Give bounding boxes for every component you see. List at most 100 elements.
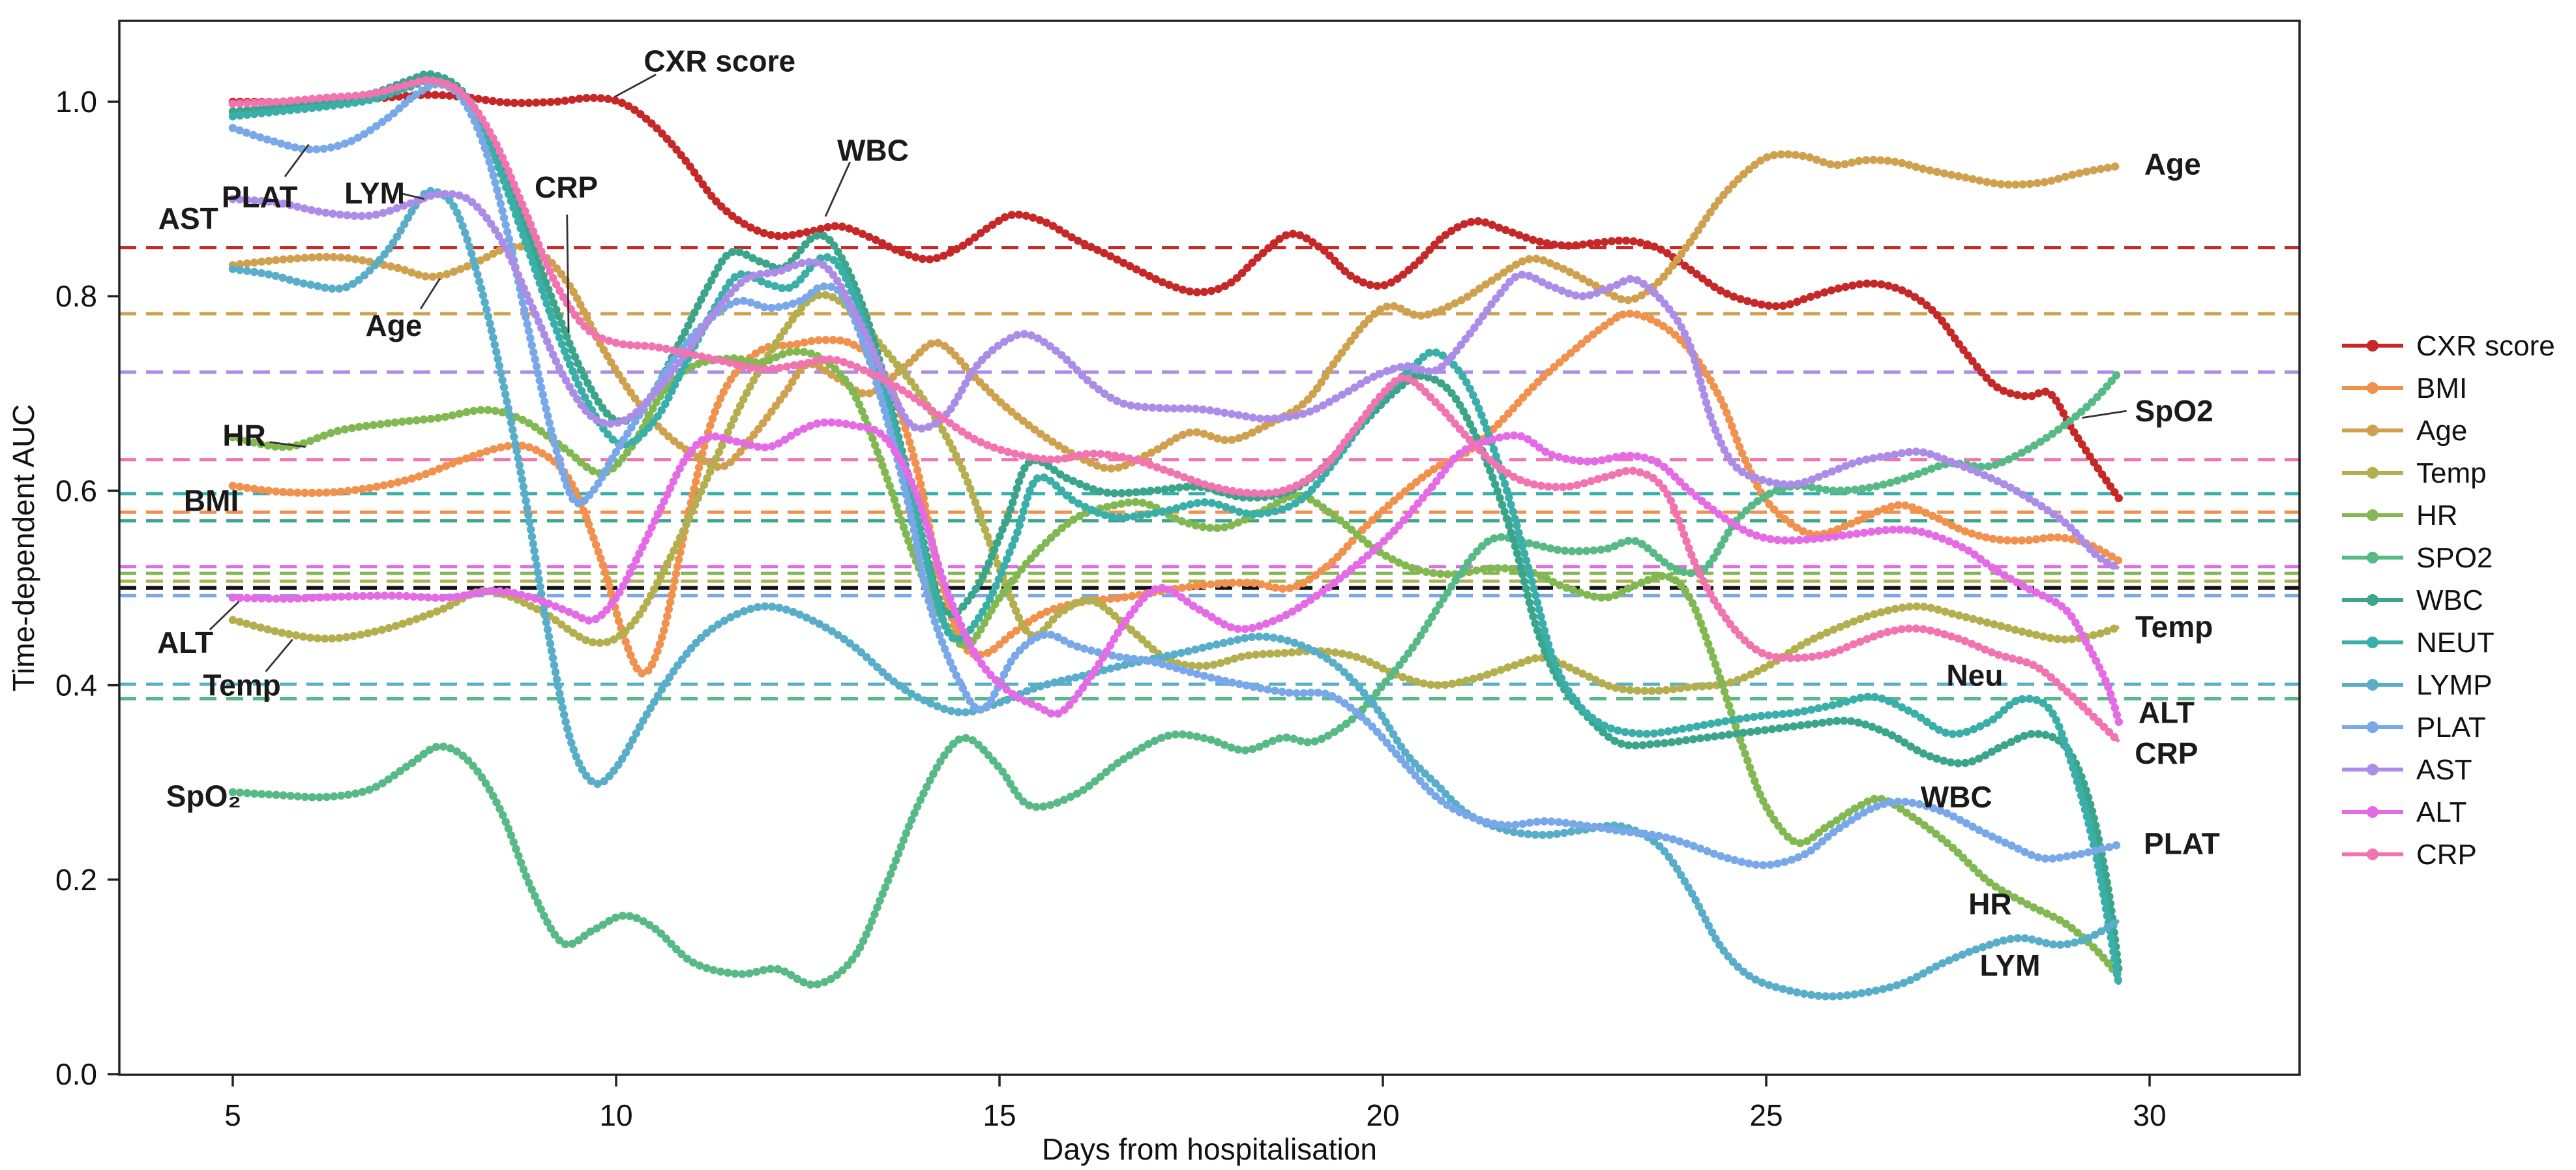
legend-label-plat: PLAT [2416,712,2486,743]
annotation-leader-6 [269,441,306,448]
annotation-label-neu: Neu [1946,659,2003,693]
annotation-label-plat: PLAT [2144,827,2220,861]
annotation-label-ast: AST [158,202,218,235]
series-temp [228,290,2124,695]
legend-item-bmi: BMI [2342,372,2467,404]
annotation-leader-5 [419,278,441,310]
series-markers-hr [228,347,2124,982]
legend-label-crp: CRP [2416,839,2477,871]
legend-item-age: Age [2342,415,2467,447]
legend-label-alt: ALT [2416,796,2466,828]
y-tick-label-0.4: 0.4 [55,668,97,702]
legend-marker-dot-age [2367,425,2378,436]
mean-auc-dashed-lines [119,246,2300,700]
legend-marker-dot-neut [2367,637,2378,648]
legend-item-plat: PLAT [2342,712,2486,743]
series-hr [228,347,2124,982]
y-tick-label-1.0: 1.0 [55,85,97,119]
legend-marker-dot-bmi [2367,382,2378,394]
legend-label-age: Age [2416,415,2467,447]
plot-spines [118,20,2301,1076]
legend-marker-dot-ast [2367,764,2378,775]
series-cxr-score [228,91,2124,503]
annotation-label-alt: ALT [2139,695,2195,729]
legend-marker-dot-crp [2367,848,2378,860]
legend-label-cxr-score: CXR score [2416,330,2555,362]
legend-label-temp: Temp [2416,457,2487,489]
legend-label-spo2: SPO2 [2416,542,2493,574]
legend-label-hr: HR [2416,500,2458,532]
series-markers-age [228,150,2124,473]
legend-label-wbc: WBC [2416,584,2483,616]
annotation-label-lym: LYM [344,176,405,210]
annotation-label-crp: CRP [2135,736,2198,770]
legend-item-hr: HR [2342,500,2458,532]
series-plat [228,80,2124,869]
legend-marker-dot-alt [2367,806,2378,818]
annotation-label-cxr-score: CXR score [644,44,795,78]
annotation-label-temp: Temp [203,668,280,702]
annotation-leader-8 [209,601,240,631]
x-tick-label-10: 10 [599,1098,632,1132]
annotation-leader-1 [284,143,310,177]
x-tick-label-30: 30 [2133,1098,2166,1132]
annotation-leader-4 [566,214,570,333]
series-alt [228,418,2124,727]
series-markers-plat [228,80,2124,869]
legend-item-alt: ALT [2342,796,2466,828]
x-tick-label-25: 25 [1749,1098,1783,1132]
legend-item-neut: NEUT [2342,627,2495,659]
annotation-label-alt: ALT [157,625,213,659]
series-markers-temp [228,290,2124,695]
annotation-leader-11 [824,161,851,217]
series-neut [228,76,2124,989]
x-tick-label-20: 20 [1366,1098,1399,1132]
legend-label-ast: AST [2416,754,2472,786]
series-lymp [228,187,2124,1000]
y-axis-label: Time-dependent AUC [7,404,40,692]
series-markers-lymp [228,187,2124,1000]
annotation-leader-13 [2082,410,2127,419]
legend-marker-dot-lymp [2367,679,2378,691]
legend-label-neut: NEUT [2416,627,2495,659]
annotation-leader-0 [614,74,657,98]
annotation-label-lym: LYM [1980,948,2041,982]
legend-marker-dot-plat [2367,721,2378,733]
legend-item-temp: Temp [2342,457,2487,489]
x-axis-label: Days from hospitalisation [1042,1132,1377,1166]
x-tick-label-5: 5 [224,1098,241,1132]
annotation-label-age: Age [366,308,422,342]
annotation-label-hr: HR [222,418,265,452]
annotation-label-spo2: SpO2 [2135,394,2213,428]
legend-label-lymp: LYMP [2416,669,2493,701]
legend-marker-dot-hr [2367,509,2378,521]
annotation-label-hr: HR [1968,887,2011,921]
y-tick-label-0.0: 0.0 [55,1057,97,1091]
legend: CXR score BMI Age Temp HR SPO2 WBC NEUT LYMP PLAT… [2342,330,2555,871]
annotations: CXR score PLAT LYM AST CRP Age HR BMI ALT Temp SpO… [157,44,2220,982]
series-markers-spo2 [228,368,2124,989]
annotation-leader-9 [265,638,293,672]
legend-marker-dot-cxr-score [2367,340,2378,352]
series-spo2 [228,368,2124,989]
series-markers-neut [228,76,2124,989]
legend-item-ast: AST [2342,754,2472,786]
y-tick-label-0.2: 0.2 [55,863,97,897]
series-markers-crp [228,76,2124,746]
legend-marker-dot-temp [2367,467,2378,479]
x-tick-label-15: 15 [983,1098,1016,1132]
legend-item-spo2: SPO2 [2342,542,2493,574]
series-wbc [228,70,2124,976]
annotation-label-plat: PLAT [222,180,298,214]
annotation-label-wbc: WBC [1921,780,1992,814]
annotation-label-age: Age [2144,147,2201,181]
annotation-label-crp: CRP [535,170,598,204]
legend-item-lymp: LYMP [2342,669,2493,701]
legend-marker-dot-wbc [2367,594,2378,606]
legend-marker-dot-spo2 [2367,552,2378,563]
annotation-label-wbc: WBC [837,134,909,168]
series-age [228,150,2124,473]
axis-ticks: 5 10 15 20 25 30 0.0 0.2 0.4 0.6 0.8 1.0 [55,85,2167,1132]
